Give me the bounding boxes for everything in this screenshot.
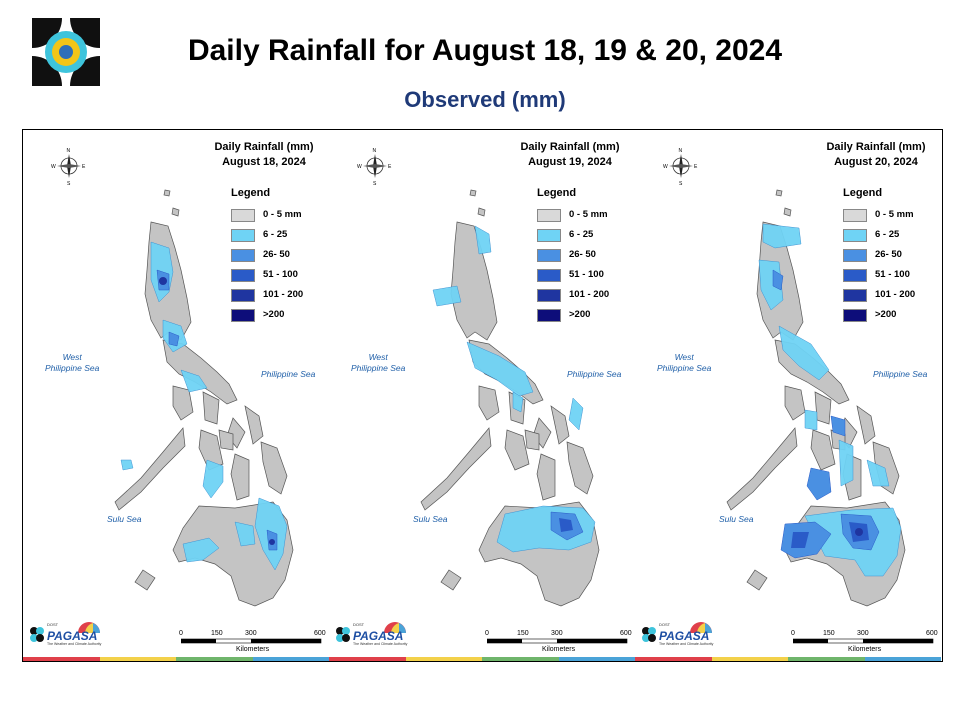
- scale-unit: Kilometers: [236, 646, 270, 653]
- panel-date: August 20, 2024: [834, 156, 918, 168]
- sea-label-east: Philippine Sea: [567, 369, 622, 379]
- panel-title: Daily Rainfall (mm) August 19, 2024: [505, 140, 635, 170]
- map-panel-aug18: N S W E Daily Rainfall (mm) August 18, 2…: [23, 130, 330, 661]
- svg-text:W: W: [357, 164, 362, 170]
- sea-label-west: West Philippine Sea: [657, 352, 712, 373]
- scale-tick: 0: [179, 630, 183, 637]
- sea-label-east: Philippine Sea: [873, 369, 928, 379]
- scale-tick: 300: [245, 630, 257, 637]
- svg-text:N: N: [67, 148, 71, 154]
- svg-text:W: W: [663, 164, 668, 170]
- scale-unit: Kilometers: [542, 646, 576, 653]
- page-title: Daily Rainfall for August 18, 19 & 20, 2…: [187, 34, 783, 67]
- legend-title: Legend: [843, 187, 883, 199]
- umbrella-icon: [690, 622, 712, 633]
- compass-rose-icon: N S W E: [51, 148, 86, 186]
- sea-label-west: West Philippine Sea: [45, 352, 100, 373]
- dost-logo-icon: [336, 627, 350, 642]
- pagasa-brand: DOST PAGASA The Weather and Climate Auth…: [641, 620, 716, 650]
- svg-text:N: N: [679, 148, 683, 154]
- page-subtitle: Observed (mm): [404, 87, 566, 112]
- agency-name: PAGASA: [47, 629, 98, 643]
- color-band: [635, 657, 941, 661]
- scale-tick: 600: [620, 630, 632, 637]
- scale-tick: 150: [823, 630, 835, 637]
- umbrella-icon: [384, 622, 406, 633]
- color-band: [23, 657, 329, 661]
- philippines-map: [114, 189, 294, 607]
- panel-date: August 19, 2024: [528, 156, 612, 168]
- svg-text:E: E: [388, 164, 392, 170]
- dost-logo-icon: [642, 627, 656, 642]
- philippines-map: [726, 189, 906, 607]
- panel-heading: Daily Rainfall (mm): [520, 141, 620, 153]
- agency-prefix: DOST: [47, 622, 59, 627]
- dost-logo-icon: [30, 627, 44, 642]
- panel-heading: Daily Rainfall (mm): [214, 141, 314, 153]
- umbrella-icon: [78, 622, 100, 633]
- panel-title: Daily Rainfall (mm) August 20, 2024: [811, 140, 941, 170]
- panel-title: Daily Rainfall (mm) August 18, 2024: [199, 140, 329, 170]
- agency-prefix: DOST: [353, 622, 365, 627]
- panel-heading: Daily Rainfall (mm): [826, 141, 926, 153]
- compass-rose-icon: N S W E: [663, 148, 698, 186]
- map-panel-aug20: N S W E Daily Rainfall (mm) August 20, 2…: [635, 130, 942, 661]
- scale-tick: 0: [485, 630, 489, 637]
- pagasa-brand: DOST PAGASA The Weather and Climate Auth…: [335, 620, 410, 650]
- sea-label-sulu: Sulu Sea: [413, 514, 448, 524]
- scale-bar: [181, 638, 322, 644]
- agency-name: PAGASA: [659, 629, 710, 643]
- svg-text:S: S: [67, 181, 71, 186]
- scale-unit: Kilometers: [848, 646, 882, 653]
- scale-tick: 300: [857, 630, 869, 637]
- svg-text:S: S: [373, 181, 377, 186]
- legend-title: Legend: [537, 187, 577, 199]
- agency-prefix: DOST: [659, 622, 671, 627]
- compass-rose-icon: N S W E: [357, 148, 392, 186]
- sea-label-sulu: Sulu Sea: [107, 514, 142, 524]
- svg-text:W: W: [51, 164, 56, 170]
- svg-text:S: S: [679, 181, 683, 186]
- pagasa-logo-icon: [32, 18, 100, 86]
- svg-text:E: E: [694, 164, 698, 170]
- sea-label-east: Philippine Sea: [261, 369, 316, 379]
- scale-bar: [793, 638, 934, 644]
- scale-bar: [487, 638, 628, 644]
- svg-text:E: E: [82, 164, 86, 170]
- scale-tick: 600: [926, 630, 938, 637]
- agency-name: PAGASA: [353, 629, 404, 643]
- scale-tick: 150: [517, 630, 529, 637]
- scale-tick: 150: [211, 630, 223, 637]
- scale-tick: 600: [314, 630, 326, 637]
- sea-label-sulu: Sulu Sea: [719, 514, 754, 524]
- agency-tagline: The Weather and Climate Authority: [47, 642, 102, 646]
- sea-label-west: West Philippine Sea: [351, 352, 406, 373]
- map-panels: N S W E Daily Rainfall (mm) August 18, 2…: [22, 129, 943, 662]
- color-band: [329, 657, 635, 661]
- svg-text:N: N: [373, 148, 377, 154]
- scale-tick: 0: [791, 630, 795, 637]
- legend-title: Legend: [231, 187, 271, 199]
- pagasa-brand: DOST PAGASA The Weather and Climate Auth…: [29, 620, 104, 650]
- panel-date: August 18, 2024: [222, 156, 306, 168]
- agency-tagline: The Weather and Climate Authority: [659, 642, 714, 646]
- scale-tick: 300: [551, 630, 563, 637]
- map-panel-aug19: N S W E Daily Rainfall (mm) August 19, 2…: [329, 130, 636, 661]
- agency-tagline: The Weather and Climate Authority: [353, 642, 408, 646]
- philippines-map: [420, 189, 600, 607]
